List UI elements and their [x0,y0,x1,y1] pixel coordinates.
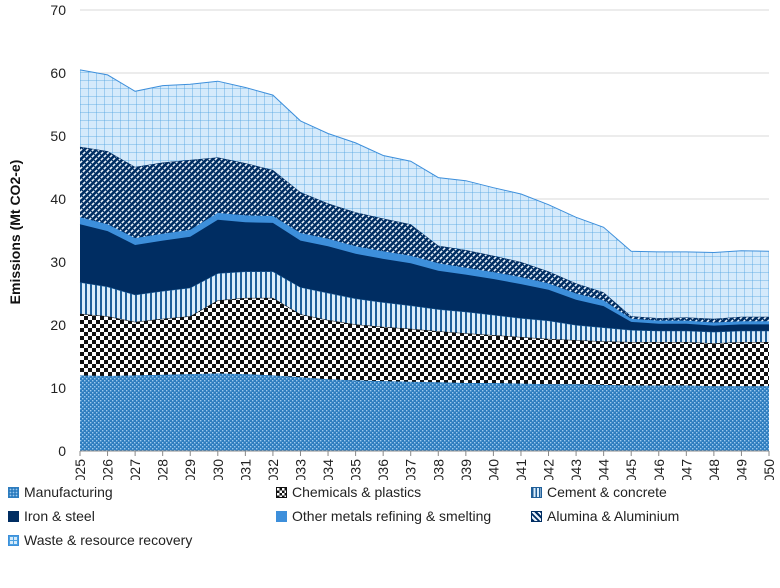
x-tick-label: 2045 [623,459,639,480]
x-tick-label: 2035 [348,459,364,480]
legend-label: Iron & steel [24,508,95,524]
x-tick-label: 2044 [596,459,612,480]
legend-label: Cement & concrete [547,484,667,500]
legend-swatch [8,510,19,522]
legend-label: Chemicals & plastics [292,484,422,500]
legend-label: Other metals refining & smelting [292,508,492,524]
legend-item-manufacturing: Manufacturing [8,484,113,500]
legend-item-alumina-aluminium: Alumina & Aluminium [531,508,679,524]
x-tick-label: 2047 [678,459,694,480]
area-edge-waste-resource-recovery [79,69,770,254]
legend-label: Alumina & Aluminium [547,508,680,524]
legend-item-chemicals-plastics: Chemicals & plastics [276,484,421,500]
area-cement-concrete [80,271,769,344]
y-tick-label: 40 [50,191,66,207]
x-tick-label: 2046 [651,459,667,480]
legend-label: Waste & resource recovery [24,532,193,548]
y-tick-label: 20 [50,317,66,333]
x-tick-label: 2036 [375,459,391,480]
x-tick-label: 2032 [265,459,281,480]
y-tick-label: 50 [50,128,66,144]
x-tick-label: 2029 [182,459,198,480]
legend-swatch [276,510,287,522]
legend-label: Manufacturing [24,484,113,500]
x-tick-label: 2040 [485,459,501,480]
legend-item-iron-steel: Iron & steel [8,508,95,524]
legend-swatch [8,486,19,498]
x-tick-label: 2031 [237,459,253,480]
legend-item-cement-concrete: Cement & concrete [531,484,667,500]
legend-item-other-metals-refining-smelting: Other metals refining & smelting [276,508,491,524]
y-tick-label: 0 [58,443,66,459]
x-tick-label: 2030 [210,459,226,480]
legend-swatch [531,510,542,522]
legend-item-waste-resource-recovery: Waste & resource recovery [8,532,192,548]
x-tick-label: 2042 [541,459,557,480]
x-tick-label: 2027 [127,459,143,480]
y-tick-label: 70 [50,2,66,18]
y-tick-label: 30 [50,254,66,270]
area-chemicals-plastics [80,297,769,387]
y-axis-label: Emissions (Mt CO2-e) [7,160,23,305]
x-tick-label: 2037 [403,459,419,480]
legend-swatch [531,486,542,498]
y-tick-label: 10 [50,380,66,396]
x-tick-label: 2026 [100,459,116,480]
x-tick-label: 2048 [706,459,722,480]
legend-swatch [276,486,287,498]
x-tick-label: 2033 [292,459,308,480]
x-tick-label: 2025 [72,459,88,480]
x-tick-label: 2050 [761,459,777,480]
area-layer [79,69,770,451]
area-waste-resource-recovery [80,69,769,319]
x-tick-label: 2028 [155,459,171,480]
x-tick-label: 2038 [430,459,446,480]
x-tick-label: 2039 [458,459,474,480]
area-alumina-aluminium [80,146,769,323]
x-tick-label: 2041 [513,459,529,480]
area-manufacturing [80,373,769,451]
area-iron-steel [80,219,769,332]
x-tick-label: 2049 [733,459,749,480]
y-tick-label: 60 [50,65,66,81]
legend-swatch [8,534,19,546]
x-tick-label: 2043 [568,459,584,480]
x-tick-label: 2034 [320,459,336,480]
